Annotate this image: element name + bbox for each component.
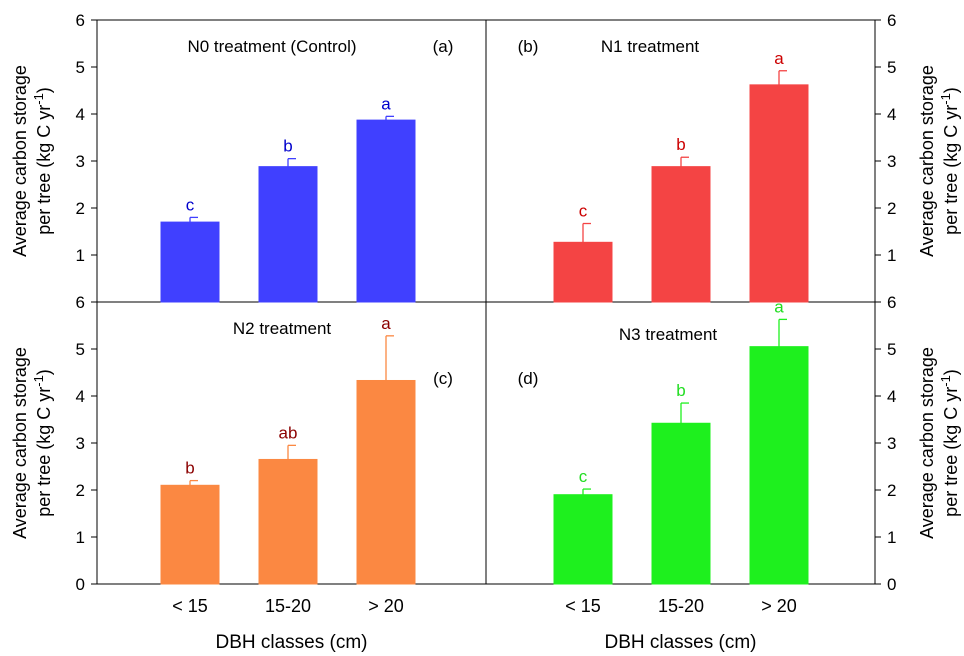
bar xyxy=(258,458,318,585)
y-tick-label: 5 xyxy=(887,58,896,77)
panel-title: N0 treatment (Control) xyxy=(187,37,356,56)
y-axis-label-end: ) xyxy=(34,87,54,93)
bar xyxy=(160,484,220,585)
y-axis-label-line1: Average carbon storage xyxy=(10,65,30,257)
significance-letter: c xyxy=(579,202,588,221)
panel-d: 0 1 2 3 4 5 6 Average carbon storage per tree (k… xyxy=(518,293,961,653)
y-axis-label-superscript: -1 xyxy=(938,375,953,387)
y-axis-label-line2: per tree (kg C yr-1) xyxy=(938,87,961,235)
y-axis-label-line1: Average carbon storage xyxy=(10,347,30,539)
y-tick-label: 3 xyxy=(76,152,85,171)
bar xyxy=(258,166,318,303)
panel-title: N1 treatment xyxy=(601,37,700,56)
y-tick-label: 6 xyxy=(76,293,85,312)
y-tick-label: 4 xyxy=(76,105,85,124)
y-tick-label: 6 xyxy=(887,11,896,30)
panel-letter: (d) xyxy=(518,369,539,388)
significance-letter: a xyxy=(774,49,784,68)
y-tick-label: 0 xyxy=(887,575,896,594)
significance-letter: b xyxy=(283,137,292,156)
y-axis-label-superscript: -1 xyxy=(31,93,46,105)
y-axis-label-line1: Average carbon storage xyxy=(917,65,937,257)
y-axis-label-end: ) xyxy=(941,369,961,375)
y-axis-label-text: per tree (kg C yr xyxy=(34,105,54,235)
significance-letter: a xyxy=(381,314,391,333)
bar xyxy=(749,346,809,585)
y-axis-label-text: per tree (kg C yr xyxy=(34,387,54,517)
significance-letter: c xyxy=(579,467,588,486)
y-axis-label-superscript: -1 xyxy=(31,375,46,387)
y-tick-label: 4 xyxy=(887,387,896,406)
y-tick-label: 1 xyxy=(76,528,85,547)
x-tick-label: < 15 xyxy=(565,596,601,616)
panel-letter: (c) xyxy=(433,369,453,388)
y-tick-label: 3 xyxy=(887,152,896,171)
bar xyxy=(749,84,809,303)
x-tick-label: 15-20 xyxy=(265,596,311,616)
x-tick-label: > 20 xyxy=(761,596,797,616)
significance-letter: c xyxy=(186,195,195,214)
x-axis-label: DBH classes (cm) xyxy=(604,632,756,653)
y-tick-label: 4 xyxy=(887,105,896,124)
y-tick-label: 4 xyxy=(76,387,85,406)
x-tick-label: 15-20 xyxy=(658,596,704,616)
significance-letter: b xyxy=(185,459,194,478)
y-axis-label-line2: per tree (kg C yr-1) xyxy=(31,87,54,235)
y-tick-label: 1 xyxy=(887,246,896,265)
significance-letter: ab xyxy=(279,423,298,442)
panel-letter: (a) xyxy=(433,37,454,56)
x-axis-label: DBH classes (cm) xyxy=(215,632,367,653)
panel-b: 1 2 3 4 5 6 Average carbon storage per tree (kg… xyxy=(518,11,961,303)
y-tick-label: 1 xyxy=(887,528,896,547)
y-tick-label: 5 xyxy=(76,58,85,77)
significance-letter: b xyxy=(676,381,685,400)
y-tick-label: 2 xyxy=(76,199,85,218)
significance-letter: a xyxy=(774,297,784,316)
y-axis-label-end: ) xyxy=(34,369,54,375)
bar xyxy=(356,379,416,585)
y-axis-label-text: per tree (kg C yr xyxy=(941,105,961,235)
y-tick-label: 5 xyxy=(887,340,896,359)
y-tick-label: 3 xyxy=(76,434,85,453)
panel-title: N3 treatment xyxy=(619,325,718,344)
bar xyxy=(356,119,416,303)
y-tick-label: 0 xyxy=(76,575,85,594)
panel-c: 0 1 2 3 4 5 6 Average carbon storage per tree (k… xyxy=(10,293,453,653)
bar xyxy=(553,241,613,303)
panel-a: 1 2 3 4 5 6 Average carbon storage per tree (kg… xyxy=(10,11,454,303)
y-axis-label-superscript: -1 xyxy=(938,93,953,105)
y-axis-label-line2: per tree (kg C yr-1) xyxy=(31,369,54,517)
bar xyxy=(651,166,711,303)
y-tick-label: 3 xyxy=(887,434,896,453)
x-tick-label: > 20 xyxy=(368,596,404,616)
significance-letter: b xyxy=(676,135,685,154)
y-tick-label: 6 xyxy=(887,293,896,312)
panel-title: N2 treatment xyxy=(233,319,332,338)
bar xyxy=(160,221,220,303)
y-tick-label: 6 xyxy=(76,11,85,30)
y-axis-label-end: ) xyxy=(941,87,961,93)
y-tick-label: 2 xyxy=(887,481,896,500)
panel-letter: (b) xyxy=(518,37,539,56)
x-tick-label: < 15 xyxy=(172,596,208,616)
y-axis-label-text: per tree (kg C yr xyxy=(941,387,961,517)
y-tick-label: 2 xyxy=(76,481,85,500)
y-tick-label: 1 xyxy=(76,246,85,265)
significance-letter: a xyxy=(381,94,391,113)
y-axis-label-line2: per tree (kg C yr-1) xyxy=(938,369,961,517)
y-axis-label-line1: Average carbon storage xyxy=(917,347,937,539)
y-tick-label: 2 xyxy=(887,199,896,218)
y-tick-label: 5 xyxy=(76,340,85,359)
bar xyxy=(651,422,711,585)
bar xyxy=(553,494,613,585)
